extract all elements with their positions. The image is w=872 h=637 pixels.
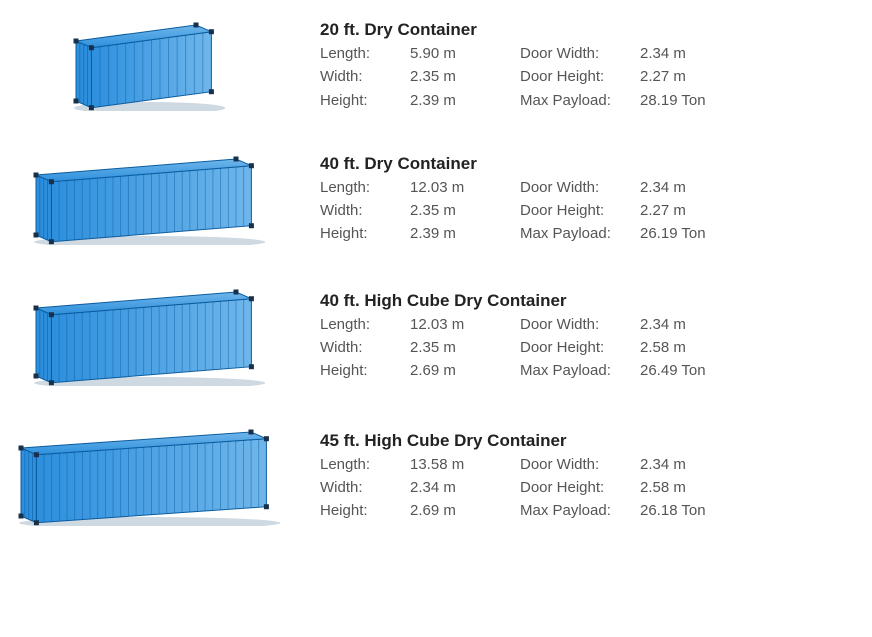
container-info: 40 ft. Dry Container Length: 12.03 m Doo… — [310, 154, 862, 246]
width-value: 2.35 m — [410, 199, 520, 222]
height-value: 2.39 m — [410, 222, 520, 245]
spec-line-3: Height: 2.39 m Max Payload: 28.19 Ton — [320, 89, 862, 112]
door-width-value: 2.34 m — [640, 42, 760, 65]
container-title: 45 ft. High Cube Dry Container — [320, 431, 862, 451]
container-info: 40 ft. High Cube Dry Container Length: 1… — [310, 291, 862, 383]
length-value: 5.90 m — [410, 42, 520, 65]
width-label: Width: — [320, 199, 410, 222]
height-label: Height: — [320, 222, 410, 245]
length-label: Length: — [320, 453, 410, 476]
spec-line-2: Width: 2.34 m Door Height: 2.58 m — [320, 476, 862, 499]
max-payload-value: 28.19 Ton — [640, 89, 760, 112]
door-height-label: Door Height: — [520, 65, 640, 88]
length-label: Length: — [320, 42, 410, 65]
container-info: 20 ft. Dry Container Length: 5.90 m Door… — [310, 20, 862, 112]
door-width-label: Door Width: — [520, 176, 640, 199]
width-value: 2.34 m — [410, 476, 520, 499]
container-title: 40 ft. Dry Container — [320, 154, 862, 174]
container-row: 40 ft. Dry Container Length: 12.03 m Doo… — [10, 154, 862, 246]
height-value: 2.69 m — [410, 359, 520, 382]
door-width-label: Door Width: — [520, 453, 640, 476]
spec-line-1: Length: 12.03 m Door Width: 2.34 m — [320, 176, 862, 199]
door-width-value: 2.34 m — [640, 453, 760, 476]
container-info: 45 ft. High Cube Dry Container Length: 1… — [310, 431, 862, 523]
spec-line-1: Length: 5.90 m Door Width: 2.34 m — [320, 42, 862, 65]
max-payload-value: 26.19 Ton — [640, 222, 760, 245]
length-value: 12.03 m — [410, 313, 520, 336]
door-height-value: 2.27 m — [640, 65, 760, 88]
max-payload-label: Max Payload: — [520, 359, 640, 382]
width-label: Width: — [320, 65, 410, 88]
height-value: 2.69 m — [410, 499, 520, 522]
length-value: 13.58 m — [410, 453, 520, 476]
door-height-value: 2.58 m — [640, 476, 760, 499]
container-row: 40 ft. High Cube Dry Container Length: 1… — [10, 288, 862, 386]
door-height-label: Door Height: — [520, 199, 640, 222]
height-value: 2.39 m — [410, 89, 520, 112]
door-width-value: 2.34 m — [640, 313, 760, 336]
spec-line-3: Height: 2.39 m Max Payload: 26.19 Ton — [320, 222, 862, 245]
length-label: Length: — [320, 313, 410, 336]
max-payload-label: Max Payload: — [520, 499, 640, 522]
container-illustration — [10, 21, 310, 111]
width-label: Width: — [320, 476, 410, 499]
door-height-label: Door Height: — [520, 476, 640, 499]
max-payload-label: Max Payload: — [520, 222, 640, 245]
door-width-value: 2.34 m — [640, 176, 760, 199]
width-value: 2.35 m — [410, 65, 520, 88]
door-height-label: Door Height: — [520, 336, 640, 359]
container-illustration — [10, 288, 310, 386]
spec-line-1: Length: 13.58 m Door Width: 2.34 m — [320, 453, 862, 476]
max-payload-value: 26.18 Ton — [640, 499, 760, 522]
spec-line-3: Height: 2.69 m Max Payload: 26.18 Ton — [320, 499, 862, 522]
width-value: 2.35 m — [410, 336, 520, 359]
container-row: 20 ft. Dry Container Length: 5.90 m Door… — [10, 20, 862, 112]
max-payload-value: 26.49 Ton — [640, 359, 760, 382]
height-label: Height: — [320, 89, 410, 112]
length-label: Length: — [320, 176, 410, 199]
door-height-value: 2.27 m — [640, 199, 760, 222]
container-illustration — [10, 428, 310, 526]
height-label: Height: — [320, 499, 410, 522]
container-title: 20 ft. Dry Container — [320, 20, 862, 40]
door-width-label: Door Width: — [520, 42, 640, 65]
length-value: 12.03 m — [410, 176, 520, 199]
height-label: Height: — [320, 359, 410, 382]
width-label: Width: — [320, 336, 410, 359]
spec-line-1: Length: 12.03 m Door Width: 2.34 m — [320, 313, 862, 336]
spec-line-2: Width: 2.35 m Door Height: 2.27 m — [320, 65, 862, 88]
spec-line-3: Height: 2.69 m Max Payload: 26.49 Ton — [320, 359, 862, 382]
container-title: 40 ft. High Cube Dry Container — [320, 291, 862, 311]
spec-line-2: Width: 2.35 m Door Height: 2.27 m — [320, 199, 862, 222]
door-width-label: Door Width: — [520, 313, 640, 336]
container-spec-infographic: 20 ft. Dry Container Length: 5.90 m Door… — [0, 0, 872, 546]
max-payload-label: Max Payload: — [520, 89, 640, 112]
spec-line-2: Width: 2.35 m Door Height: 2.58 m — [320, 336, 862, 359]
door-height-value: 2.58 m — [640, 336, 760, 359]
container-row: 45 ft. High Cube Dry Container Length: 1… — [10, 428, 862, 526]
container-illustration — [10, 155, 310, 245]
